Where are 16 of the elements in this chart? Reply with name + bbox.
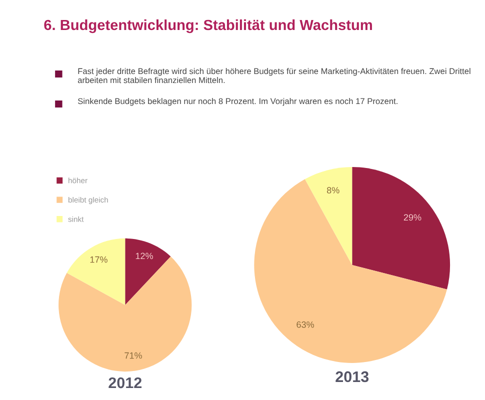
pie-slice [254,179,447,363]
text: 2013 [336,371,369,382]
text: Fast jeder dritte Befragte wird sich über höhere Budgets für seine Marketing-Aktivitäten freuen. Zwei Drittel arbeiten mit stabilen finanziellen Mitteln. [78,68,470,84]
pie-slice [125,238,171,305]
text: 2012 [108,377,142,388]
pie-slice [352,167,450,290]
pie-slice [66,238,126,305]
data-label: 12% [136,252,153,260]
data-label: 29% [404,214,422,221]
data-label: 8% [326,187,340,194]
pie-slice [304,167,352,265]
data-label: 17% [90,256,108,263]
data-label: 63% [296,321,314,328]
text: Sinkende Budgets beklagen nur noch 8 Prozent. Im Vorjahr waren es noch 17 Prozent. [78,98,398,106]
text: 6. Budgetentwicklung: Stabilität und Wachstum [44,19,372,34]
data-label: 71% [124,352,142,359]
